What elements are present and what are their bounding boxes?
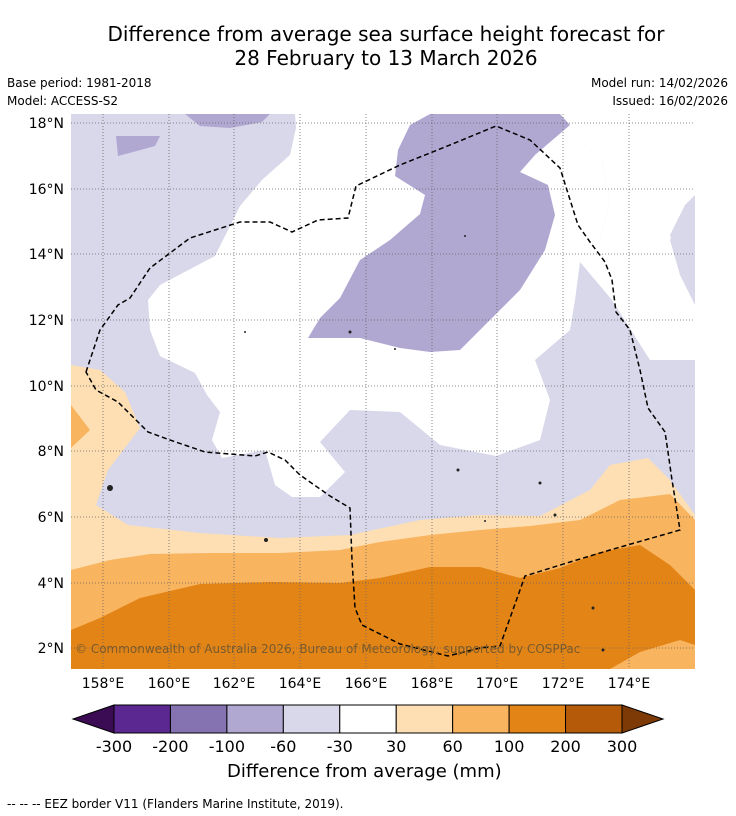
colorbar-swatch	[169, 704, 228, 734]
model-run: Model run: 14/02/2026	[590, 76, 728, 90]
lon-label: 158°E	[82, 676, 125, 692]
lon-label: 174°E	[608, 676, 651, 692]
colorbar	[71, 704, 665, 734]
colorbar-tick-label: -100	[208, 737, 246, 756]
colorbar-tick-label: -300	[95, 737, 133, 756]
title-line-2: 28 February to 13 March 2026	[234, 46, 538, 70]
lon-label: 162°E	[213, 676, 256, 692]
eez-border	[85, 125, 681, 657]
lat-label: 12°N	[29, 313, 64, 329]
latitude-labels: 18°N 16°N 14°N 12°N 10°N 8°N 6°N 4°N 2°N	[29, 116, 64, 657]
islands	[107, 235, 605, 652]
sea-level-contours	[71, 114, 695, 669]
colorbar-swatch	[339, 704, 397, 734]
base-period: Base period: 1981-2018	[7, 76, 152, 90]
band-minus-60-100	[308, 114, 570, 352]
colorbar-tick-label: 60	[442, 737, 463, 756]
longitude-labels: 158°E 160°E 162°E 164°E 166°E 168°E 170°…	[82, 676, 651, 692]
colorbar-tick-label: 200	[550, 737, 581, 756]
lon-label: 170°E	[476, 676, 519, 692]
lon-label: 166°E	[345, 676, 388, 692]
lat-label: 8°N	[38, 444, 64, 460]
band-plus-100-200	[71, 545, 695, 669]
lat-label: 14°N	[29, 247, 64, 263]
graticule	[71, 114, 695, 669]
lat-label: 10°N	[29, 379, 64, 395]
map-title: Difference from average sea surface heig…	[0, 22, 736, 70]
issued-date: Issued: 16/02/2026	[612, 94, 728, 108]
colorbar-tick-label: 30	[386, 737, 407, 756]
meta-left: Base period: 1981-2018 Model: ACCESS-S2	[7, 74, 152, 110]
lat-label: 4°N	[38, 576, 64, 592]
colorbar-swatch	[565, 704, 623, 734]
lat-label: 2°N	[38, 641, 64, 657]
colorbar-tick-label: -200	[152, 737, 189, 756]
colorbar-swatch	[282, 704, 341, 734]
colorbar-extend-low	[71, 704, 115, 734]
title-line-1: Difference from average sea surface heig…	[107, 22, 665, 46]
lat-label: 16°N	[29, 182, 64, 198]
copyright-notice: © Commonwealth of Australia 2026, Bureau…	[75, 642, 580, 656]
colorbar-tick-label: -60	[270, 737, 297, 756]
colorbar-tick-label: 100	[493, 737, 525, 756]
lon-label: 172°E	[542, 676, 585, 692]
colorbar-title: Difference from average (mm)	[227, 761, 502, 782]
colorbar-swatch	[508, 704, 567, 734]
lat-label: 18°N	[29, 116, 64, 132]
lon-label: 160°E	[148, 676, 191, 692]
colorbar-swatch	[226, 704, 284, 734]
colorbar-extend-high	[621, 704, 665, 734]
lon-label: 168°E	[411, 676, 454, 692]
model-name: Model: ACCESS-S2	[7, 94, 119, 108]
colorbar-tick-label: 300	[606, 737, 638, 756]
lat-label: 6°N	[38, 510, 64, 526]
lon-label: 164°E	[279, 676, 322, 692]
colorbar-tick-label: -30	[326, 737, 353, 756]
colorbar-swatch	[452, 704, 510, 734]
colorbar-swatch	[395, 704, 454, 734]
eez-legend-note: -- -- -- EEZ border V11 (Flanders Marine…	[7, 797, 344, 811]
colorbar-swatch	[113, 704, 171, 734]
meta-right: Model run: 14/02/2026 Issued: 16/02/2026	[591, 74, 728, 110]
